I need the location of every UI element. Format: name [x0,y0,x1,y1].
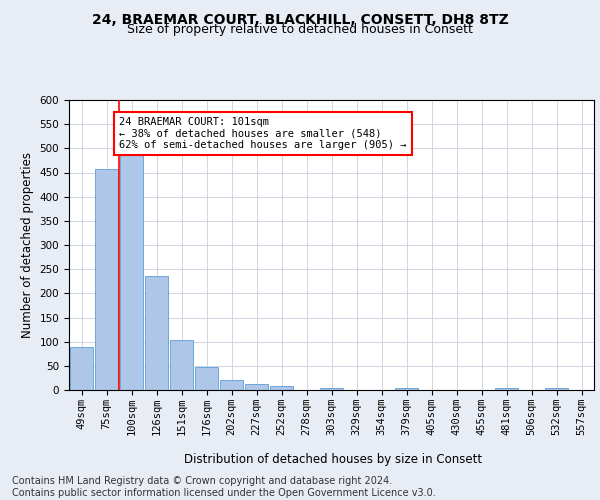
Bar [395,388,418,390]
Bar [194,368,218,390]
Bar [145,276,169,390]
Text: Distribution of detached houses by size in Consett: Distribution of detached houses by size … [184,452,482,466]
Text: Size of property relative to detached houses in Consett: Size of property relative to detached ho… [127,22,473,36]
Bar [119,148,143,390]
Bar [70,348,94,390]
Bar [170,340,193,390]
Text: 24 BRAEMAR COURT: 101sqm
← 38% of detached houses are smaller (548)
62% of semi-: 24 BRAEMAR COURT: 101sqm ← 38% of detach… [119,117,407,150]
Bar [220,380,244,390]
Bar [320,388,343,390]
Text: 24, BRAEMAR COURT, BLACKHILL, CONSETT, DH8 8TZ: 24, BRAEMAR COURT, BLACKHILL, CONSETT, D… [92,12,508,26]
Bar [245,384,268,390]
Bar [269,386,293,390]
Text: Contains public sector information licensed under the Open Government Licence v3: Contains public sector information licen… [12,488,436,498]
Bar [95,168,118,390]
Y-axis label: Number of detached properties: Number of detached properties [21,152,34,338]
Bar [545,388,568,390]
Bar [494,388,518,390]
Text: Contains HM Land Registry data © Crown copyright and database right 2024.: Contains HM Land Registry data © Crown c… [12,476,392,486]
